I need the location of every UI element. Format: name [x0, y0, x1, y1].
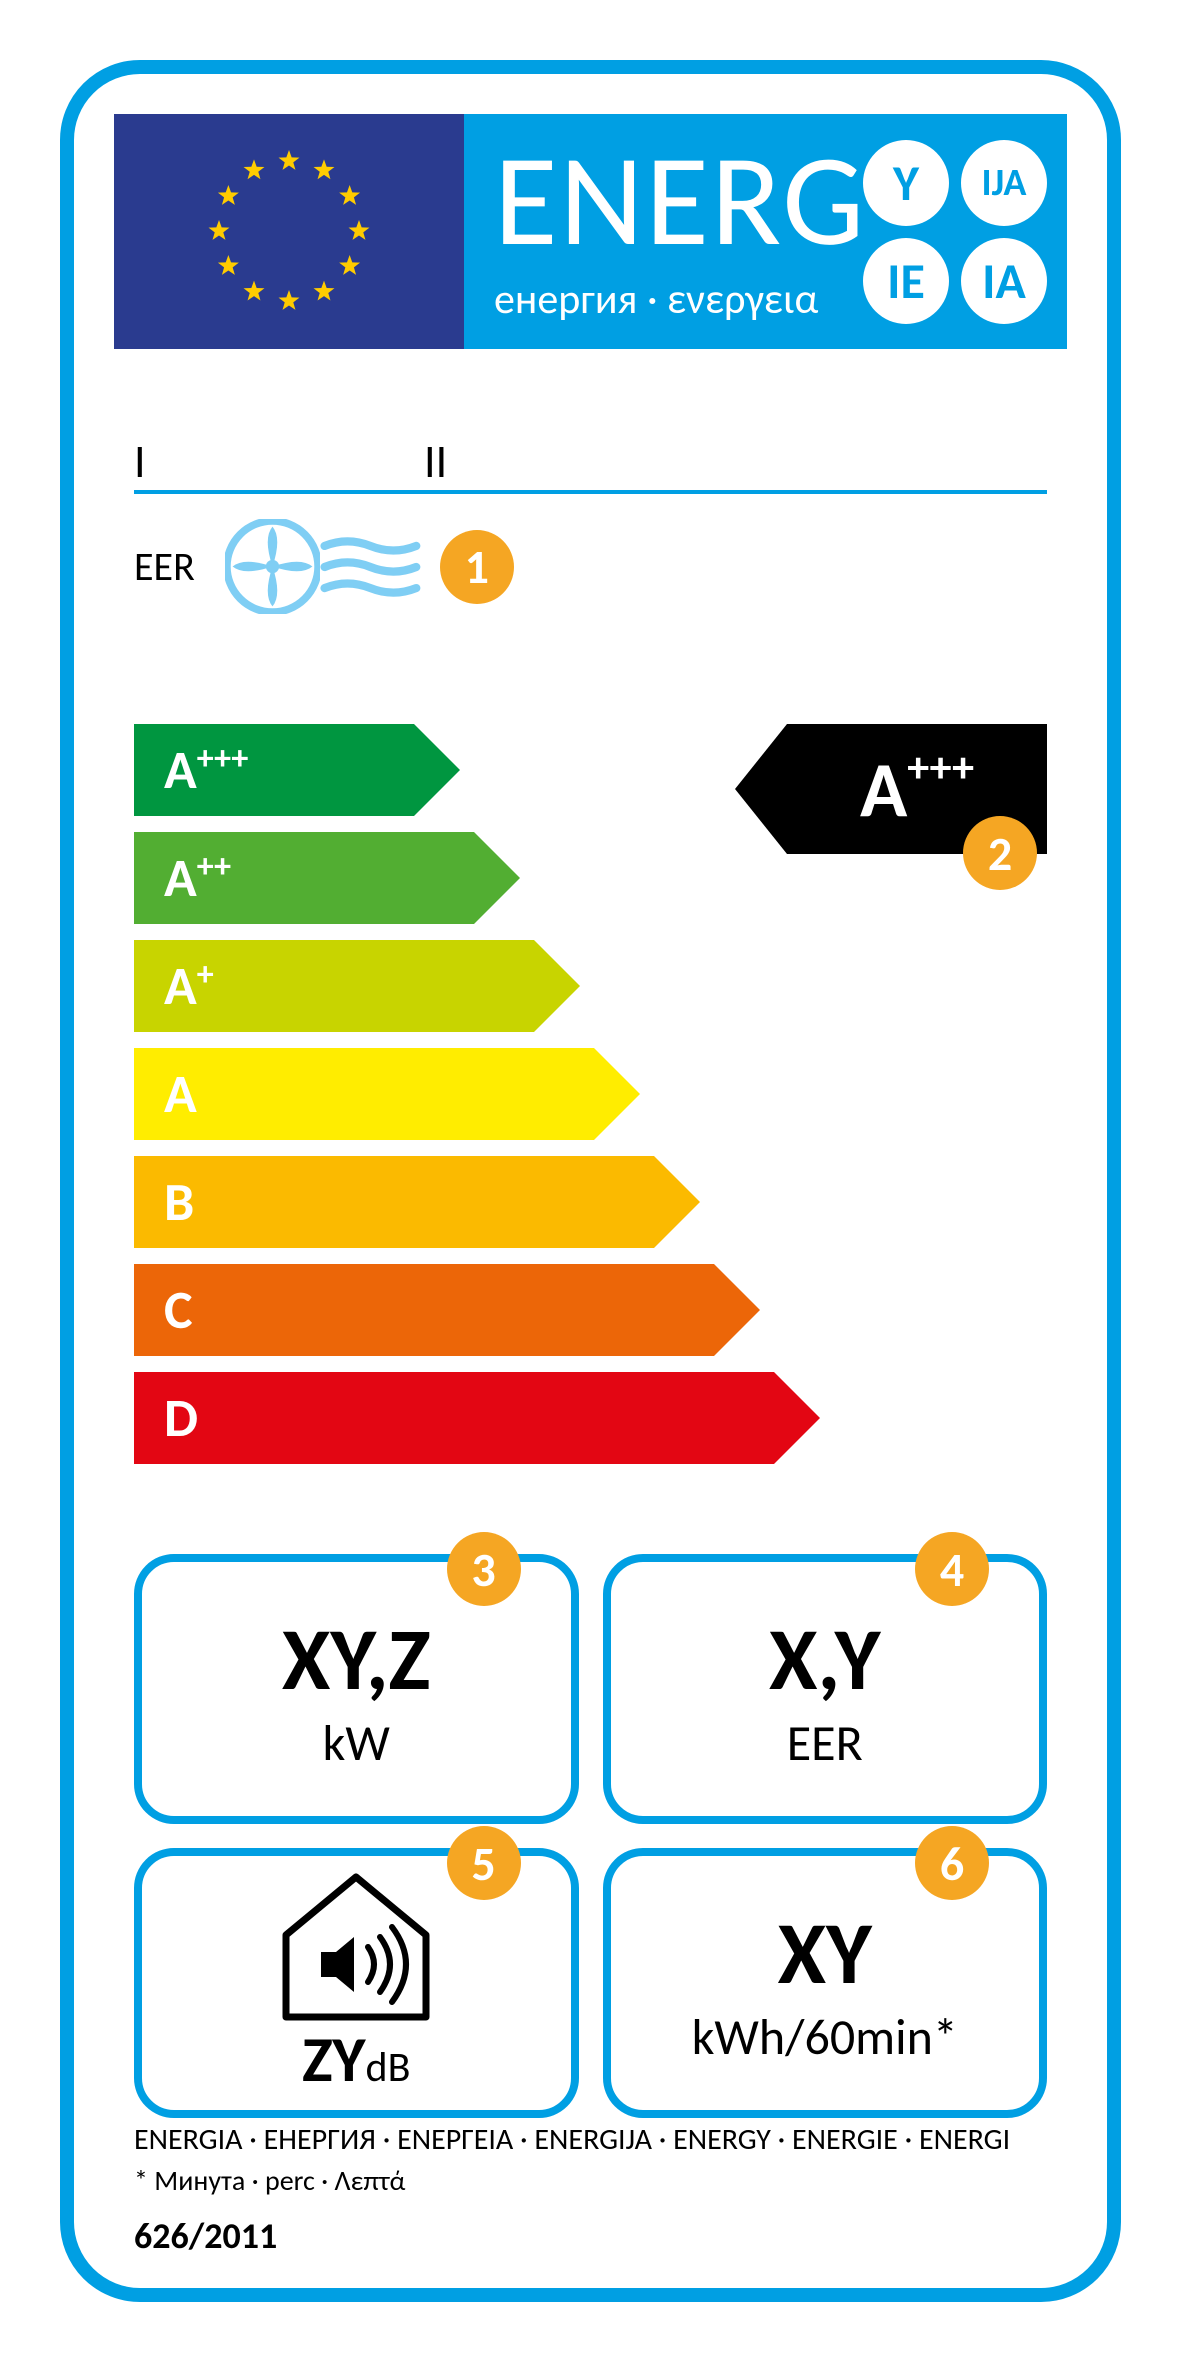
badge-2: 2	[963, 816, 1037, 890]
energy-label: ENERG енергия · ενεργεια YIJAIEIA I II E…	[60, 60, 1121, 2302]
efficiency-bars: A+++ A++ A+ ABCD	[134, 724, 774, 1480]
efficiency-bar-A1: A+	[134, 940, 534, 1032]
badge-6: 6	[915, 1826, 989, 1900]
class-pointer-label: A	[860, 742, 907, 837]
badge-4: 4	[915, 1532, 989, 1606]
badge-1: 1	[440, 530, 514, 604]
kwh-value: XY	[778, 1899, 872, 2007]
suffix-ie: IE	[863, 238, 949, 324]
sound-unit: dB	[366, 2042, 411, 2093]
footer-note: * Минута · perc · Λεπτά	[134, 2163, 405, 2198]
info-box-kw: 3 XY,Z kW	[134, 1554, 579, 1824]
badge-3: 3	[447, 1532, 521, 1606]
efficiency-bar-D: D	[134, 1372, 774, 1464]
suffix-y: Y	[863, 140, 949, 226]
sound-value: ZY	[302, 2021, 365, 2099]
eer-label: EER	[134, 542, 195, 591]
efficiency-bar-A: A	[134, 1048, 594, 1140]
sound-house-icon	[276, 1867, 436, 2027]
eer-unit: EER	[787, 1713, 863, 1774]
class-pointer-plus: +++	[907, 740, 974, 794]
efficiency-bar-B: B	[134, 1156, 654, 1248]
badge-5: 5	[447, 1826, 521, 1900]
supplier-row: I II	[134, 434, 1047, 494]
info-box-eer: 4 X,Y EER	[603, 1554, 1048, 1824]
header: ENERG енергия · ενεργεια YIJAIEIA	[114, 114, 1067, 364]
kw-value: XY,Z	[282, 1605, 431, 1713]
suffix-ia: IA	[961, 238, 1047, 324]
info-box-sound: 5 ZYdB	[134, 1848, 579, 2118]
suffix-grid: YIJAIEIA	[863, 140, 1047, 324]
energ-title: ENERG	[494, 120, 866, 279]
kw-unit: kW	[323, 1713, 390, 1774]
airflow-icon	[320, 532, 430, 602]
footer-languages: ENERGIA · ЕНЕРГИЯ · ΕΝΕΡΓΕΙΑ · ENERGIJA …	[134, 2121, 1047, 2158]
fan-icon	[225, 519, 320, 614]
energ-subtitle: енергия · ενεργεια	[494, 274, 818, 325]
efficiency-bar-A2: A++	[134, 832, 474, 924]
energ-block: ENERG енергия · ενεργεια YIJAIEIA	[464, 114, 1067, 349]
eu-flag	[114, 114, 464, 349]
efficiency-bar-A3: A+++	[134, 724, 414, 816]
eer-row: EER 1	[134, 519, 514, 614]
info-grid: 3 XY,Z kW 4 X,Y EER 5 ZYdB 6 XY kWh	[134, 1554, 1047, 2118]
supplier-col2: II	[424, 434, 447, 490]
supplier-col1: I	[134, 434, 146, 490]
info-box-kwh: 6 XY kWh/60min*	[603, 1848, 1048, 2118]
kwh-unit: kWh/60min*	[692, 2007, 958, 2068]
footer-regulation: 626/2011	[134, 2214, 277, 2258]
efficiency-bar-C: C	[134, 1264, 714, 1356]
class-pointer: A+++ 2	[787, 724, 1047, 854]
suffix-ija: IJA	[961, 140, 1047, 226]
eer-value: X,Y	[769, 1605, 881, 1713]
